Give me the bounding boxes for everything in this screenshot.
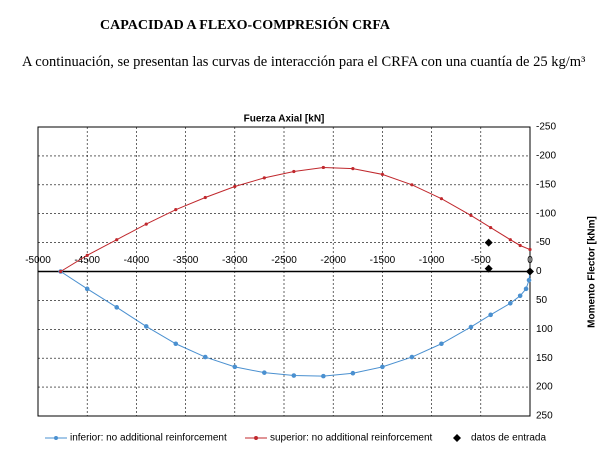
y-tick-label: -50 <box>536 237 551 248</box>
data-point <box>232 364 238 370</box>
y-tick-label: 100 <box>536 324 553 335</box>
data-point <box>517 293 523 299</box>
data-point <box>508 238 512 242</box>
data-point <box>262 176 266 180</box>
data-point <box>84 286 90 292</box>
data-point <box>484 264 493 273</box>
legend-label: datos de entrada <box>471 433 546 444</box>
data-point <box>523 286 529 292</box>
y-tick-label: 150 <box>536 353 553 364</box>
y-tick-label: 50 <box>536 295 548 306</box>
data-point <box>484 238 493 247</box>
data-point <box>526 267 534 276</box>
data-point <box>380 172 384 176</box>
data-point <box>203 195 207 200</box>
legend-label: superior: no additional reinforcement <box>270 433 433 444</box>
data-point <box>292 169 296 174</box>
data-point <box>174 208 178 212</box>
data-point <box>321 165 325 170</box>
data-point <box>262 370 267 375</box>
y-tick-label: 200 <box>536 382 553 393</box>
data-point <box>409 354 415 360</box>
y-tick-label: 0 <box>536 266 542 277</box>
y-tick-label: -200 <box>536 151 556 162</box>
heading: CAPACIDAD A FLEXO-COMPRESIÓN CRFA <box>100 18 390 33</box>
x-tick-label: -1000 <box>419 255 445 266</box>
data-point <box>508 300 513 306</box>
x-tick-label: -3000 <box>222 255 248 266</box>
data-point <box>143 324 149 329</box>
legend-label: inferior: no additional reinforcement <box>70 433 227 444</box>
x-tick-label: -2500 <box>271 255 297 266</box>
data-point <box>115 238 119 242</box>
data-point <box>173 341 179 347</box>
data-point <box>144 222 148 226</box>
data-point <box>488 312 493 318</box>
data-point <box>85 253 89 257</box>
data-point <box>233 184 237 189</box>
data-point <box>469 213 473 218</box>
legend-marker <box>54 436 58 440</box>
x-axis-title: Fuerza Axial [kN] <box>244 114 325 125</box>
data-point <box>114 305 120 310</box>
series-line <box>60 271 531 377</box>
x-tick-label: -4500 <box>74 255 100 266</box>
data-point <box>439 197 444 201</box>
x-tick-label: -3500 <box>173 255 199 266</box>
data-point <box>291 373 297 378</box>
data-point <box>439 341 444 347</box>
y-axis-title: Momento Flector [kNm] <box>587 216 598 328</box>
data-point <box>380 364 385 370</box>
paragraph: A continuación, se presentan las curvas … <box>22 54 586 70</box>
data-point <box>410 183 414 187</box>
data-point <box>468 324 474 330</box>
data-point <box>351 167 355 171</box>
x-tick-label: -4000 <box>124 255 150 266</box>
data-point <box>489 225 493 230</box>
data-point <box>202 354 208 360</box>
y-tick-label: -250 <box>536 122 556 133</box>
x-tick-label: -2000 <box>320 255 346 266</box>
data-point <box>518 243 522 248</box>
x-tick-label: -1500 <box>370 255 396 266</box>
data-point <box>526 277 532 283</box>
legend-marker <box>254 436 258 440</box>
data-point <box>350 370 356 376</box>
y-tick-label: -150 <box>536 179 556 190</box>
legend-marker <box>453 434 461 442</box>
x-tick-label: -500 <box>471 255 491 266</box>
y-tick-label: 250 <box>536 411 553 422</box>
data-point <box>321 373 326 379</box>
data-point <box>528 247 532 252</box>
y-tick-label: -100 <box>536 208 556 219</box>
data-point <box>59 269 63 274</box>
